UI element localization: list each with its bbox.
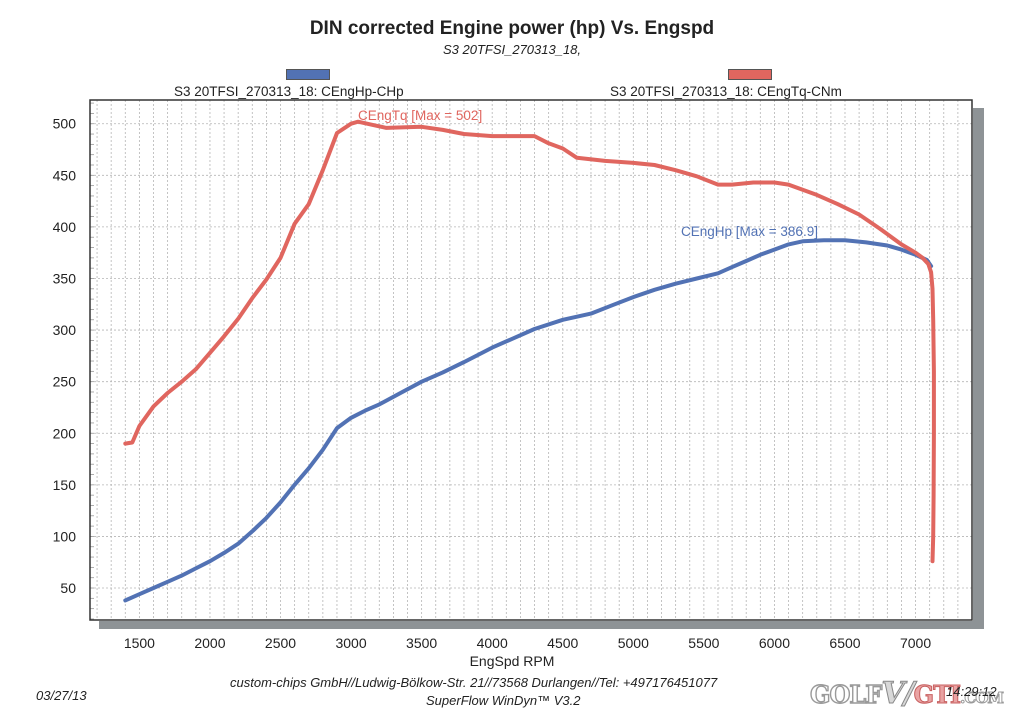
legend-label-hp: S3 20TFSI_270313_18: CEngHp-CHp xyxy=(174,84,404,99)
footer-software: SuperFlow WinDyn™ V3.2 xyxy=(426,693,581,708)
annotations: CEngTq [Max = 502] CEngHp [Max = 386.9] xyxy=(358,108,818,239)
watermark-logo: GOLFV/GTI.COM xyxy=(809,676,1005,712)
x-tick-label: 5500 xyxy=(688,635,719,651)
x-tick-label: 4500 xyxy=(547,635,578,651)
annotation-tq-max: CEngTq [Max = 502] xyxy=(358,108,482,123)
watermark-golf: GOLF xyxy=(809,679,883,709)
y-tick-label: 400 xyxy=(53,219,77,235)
x-tick-label: 2500 xyxy=(265,635,296,651)
legend-swatch-tq xyxy=(728,69,772,80)
y-tick-label: 350 xyxy=(53,270,77,286)
x-tick-label: 3000 xyxy=(335,635,366,651)
x-tick-label: 4000 xyxy=(477,635,508,651)
x-axis-label: EngSpd RPM xyxy=(470,653,555,669)
y-tick-label: 450 xyxy=(53,167,77,183)
series-line-hp xyxy=(123,238,934,603)
watermark-com: .COM xyxy=(960,689,1005,708)
watermark-v: V xyxy=(881,676,905,712)
x-tick-label: 5000 xyxy=(618,635,649,651)
series-line-tq xyxy=(123,119,936,564)
x-tick-label: 6000 xyxy=(759,635,790,651)
x-tick-label: 3500 xyxy=(406,635,437,651)
grid xyxy=(90,100,972,620)
y-axis: 50 100 150 200 250 300 350 400 450 500 xyxy=(53,116,77,596)
x-tick-label: 1500 xyxy=(124,635,155,651)
legend-swatch-hp xyxy=(286,69,330,80)
y-tick-label: 300 xyxy=(53,322,77,338)
plot-shadow-right xyxy=(973,108,984,629)
y-tick-label: 250 xyxy=(53,374,77,390)
annotation-hp-max: CEngHp [Max = 386.9] xyxy=(681,224,818,239)
y-tick-label: 100 xyxy=(53,528,77,544)
series xyxy=(123,119,936,603)
x-tick-label: 7000 xyxy=(900,635,931,651)
footer-company: custom-chips GmbH//Ludwig-Bölkow-Str. 21… xyxy=(230,675,718,690)
y-tick-label: 50 xyxy=(60,580,76,596)
chart-title: DIN corrected Engine power (hp) Vs. Engs… xyxy=(309,18,715,39)
legend-label-tq: S3 20TFSI_270313_18: CEngTq-CNm xyxy=(610,84,842,99)
footer-time: 14:29:12 xyxy=(946,684,997,699)
y-tick-label: 500 xyxy=(53,116,77,132)
y-tick-label: 200 xyxy=(53,425,77,441)
plot-shadow-bottom xyxy=(99,621,984,629)
x-axis: 1500 2000 2500 3000 3500 4000 4500 5000 5500 6000… xyxy=(124,635,932,651)
watermark-slash: / xyxy=(903,676,915,712)
chart-subtitle: S3 20TFSI_270313_18, xyxy=(442,42,582,57)
x-tick-label: 6500 xyxy=(829,635,860,651)
footer-date: 03/27/13 xyxy=(36,688,87,703)
y-tick-label: 150 xyxy=(53,477,77,493)
watermark-gti: GTI xyxy=(913,680,962,710)
x-tick-label: 2000 xyxy=(194,635,225,651)
plot-area xyxy=(90,100,972,620)
plot-frame xyxy=(89,99,973,621)
